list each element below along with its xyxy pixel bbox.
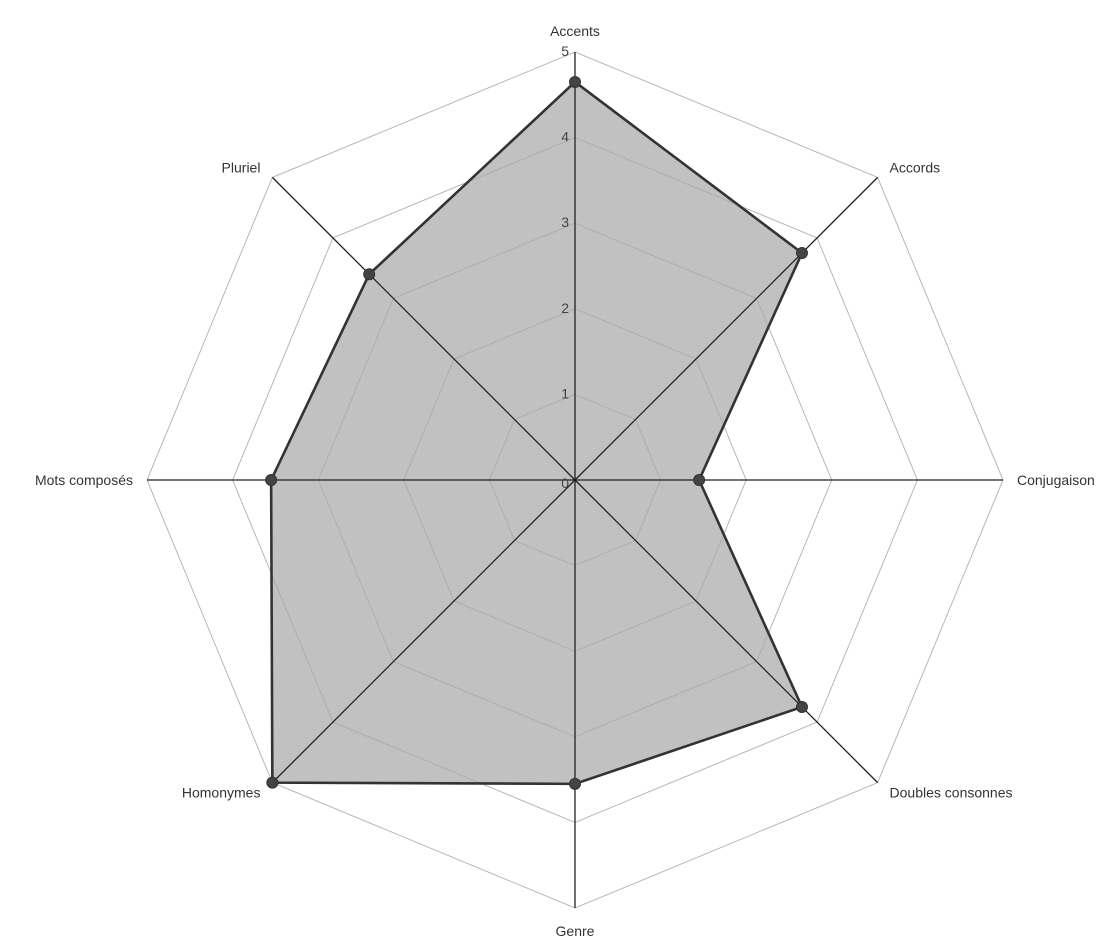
axis-spokes [147, 52, 1003, 908]
axis-spoke [271, 479, 576, 784]
axis-spoke [574, 176, 879, 481]
tick-label: 2 [561, 300, 569, 316]
data-area [269, 80, 804, 786]
axis-spoke [271, 176, 576, 481]
tick-label: 4 [561, 129, 569, 145]
data-point [363, 268, 376, 281]
data-area-layer [269, 80, 804, 786]
data-point [569, 75, 581, 88]
category-label: Doubles consonnes [890, 785, 1013, 801]
category-label: Homonymes [182, 785, 261, 801]
axis-spoke [574, 479, 879, 784]
data-point [795, 700, 808, 713]
data-point [265, 474, 278, 486]
category-label: Mots composés [35, 472, 133, 488]
category-label: Pluriel [222, 159, 261, 175]
category-label: Accents [550, 23, 600, 39]
category-label: Genre [556, 923, 595, 939]
data-point [569, 777, 581, 790]
data-point [795, 247, 808, 260]
tick-label: 5 [561, 43, 569, 59]
tick-label: 1 [561, 385, 569, 401]
category-label: Accords [890, 159, 941, 175]
tick-label: 3 [561, 214, 569, 230]
category-label: Conjugaison [1017, 472, 1095, 488]
tick-label: 0 [561, 475, 569, 491]
data-point [266, 776, 279, 789]
category-labels: Accents Accords Conjugaison Doubles consonn… [35, 23, 1095, 939]
radial-tick-labels: 0 1 2 3 4 5 [561, 43, 569, 491]
data-markers [265, 75, 808, 790]
data-point [693, 474, 706, 486]
